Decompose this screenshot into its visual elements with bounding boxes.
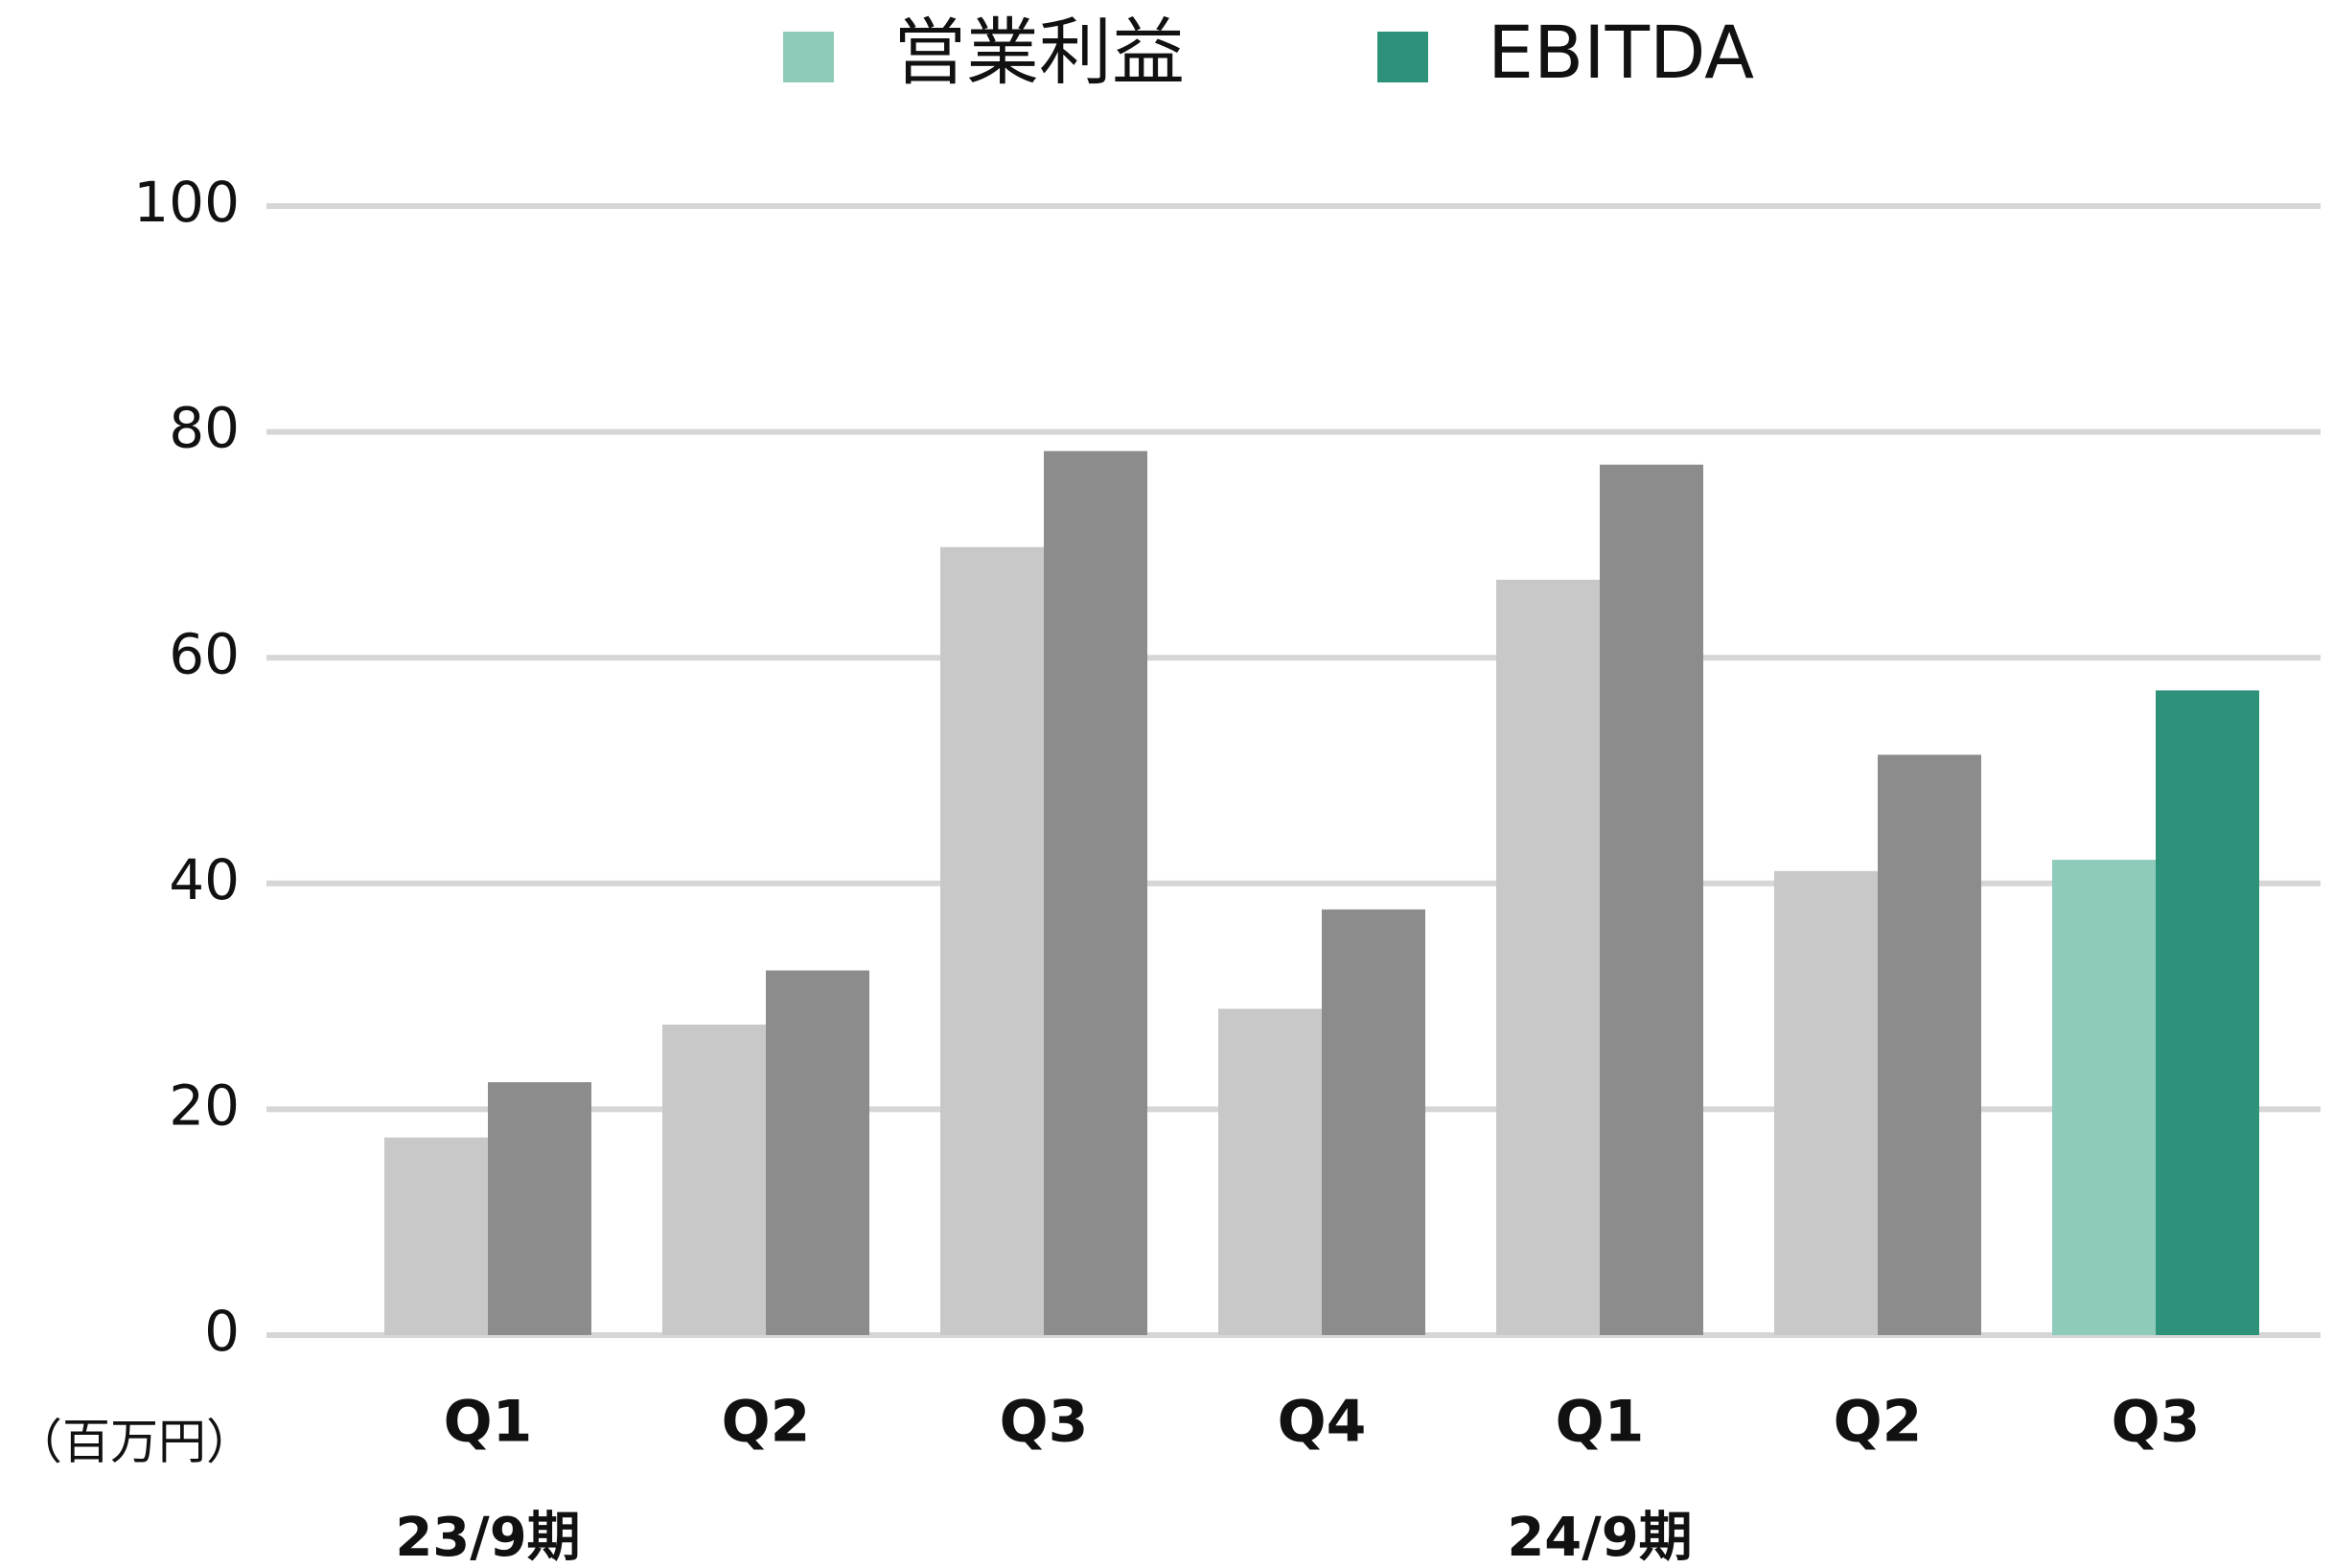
bar (1774, 870, 1878, 1335)
legend-label: EBITDA (1488, 10, 1754, 95)
bar (2052, 860, 2156, 1335)
bar (1044, 450, 1147, 1336)
x-tick-label: Q3 (1000, 1389, 1089, 1456)
legend-swatch (1377, 32, 1428, 82)
bar (1218, 1008, 1322, 1335)
y-tick-label: 80 (169, 396, 240, 461)
y-tick-label: 0 (204, 1299, 240, 1364)
bar (766, 970, 869, 1335)
bar (2156, 690, 2259, 1335)
group-label: 23/9期 (395, 1507, 580, 1568)
x-tick-label: Q2 (1834, 1389, 1923, 1456)
bar (384, 1137, 488, 1335)
bar (1496, 579, 1600, 1335)
bar (1322, 909, 1425, 1335)
bar (940, 546, 1044, 1335)
bar (488, 1082, 591, 1335)
group-label: 24/9期 (1507, 1507, 1692, 1568)
x-tick-label: Q4 (1278, 1389, 1367, 1456)
unit-label: （百万円） (14, 1415, 254, 1470)
x-tick-label: Q3 (2112, 1389, 2201, 1456)
x-tick-label: Q1 (1556, 1389, 1645, 1456)
bar (1600, 464, 1703, 1336)
x-tick-label: Q1 (444, 1389, 533, 1456)
y-tick-label: 20 (169, 1073, 240, 1139)
y-tick-label: 100 (133, 170, 240, 235)
bar (662, 1025, 766, 1335)
bar (1878, 754, 1981, 1335)
legend-label: 営業利益 (893, 10, 1185, 95)
legend-swatch (783, 32, 834, 82)
x-tick-label: Q2 (722, 1389, 811, 1456)
y-tick-label: 60 (169, 621, 240, 686)
y-tick-label: 40 (169, 847, 240, 912)
